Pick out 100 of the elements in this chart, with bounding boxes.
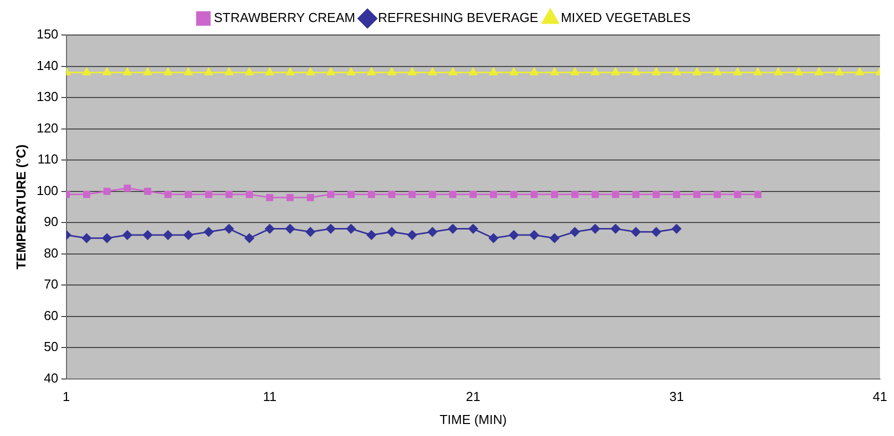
point (693, 190, 700, 198)
point (244, 233, 254, 243)
x-axis-title: TIME (MIN) (440, 412, 507, 427)
point (266, 194, 274, 202)
point (550, 233, 560, 243)
point (306, 68, 315, 76)
point (510, 68, 518, 76)
x-tick-label: 41 (872, 389, 888, 404)
point (611, 68, 620, 76)
point (285, 224, 295, 234)
point (266, 68, 274, 76)
point (286, 68, 294, 76)
y-tick-label: 90 (44, 214, 58, 230)
y-tick-label: 110 (38, 152, 58, 167)
point (794, 68, 803, 76)
y-tick-label: 60 (44, 308, 58, 323)
point (366, 230, 376, 240)
point (286, 194, 294, 202)
point (550, 190, 558, 198)
point (348, 190, 355, 198)
point (407, 230, 417, 240)
point (408, 68, 416, 76)
point (529, 230, 539, 240)
point (672, 224, 682, 234)
point (408, 190, 416, 198)
point (388, 68, 396, 76)
point (530, 190, 538, 198)
point (713, 68, 722, 76)
y-tick-label: 40 (44, 370, 58, 386)
legend-label: MIXED VEGETABLES (560, 10, 691, 26)
point (835, 68, 844, 76)
point (184, 68, 193, 76)
point (570, 68, 580, 76)
point (387, 227, 397, 237)
point (530, 68, 538, 76)
point (224, 68, 234, 76)
point (672, 68, 681, 76)
point (163, 230, 173, 240)
point (610, 224, 620, 234)
point (122, 230, 132, 240)
point (326, 224, 336, 234)
point (509, 230, 519, 240)
point (124, 184, 131, 192)
point (428, 68, 437, 76)
point (468, 68, 478, 76)
point (346, 224, 356, 234)
x-tick-label: 1 (62, 389, 70, 404)
point (164, 68, 172, 76)
point (368, 190, 376, 198)
point (224, 224, 234, 234)
point (754, 68, 762, 76)
y-tick-label: 120 (36, 120, 58, 136)
point (449, 190, 456, 198)
y-tick-label: 150 (36, 26, 58, 42)
point (631, 227, 641, 237)
y-tick-label: 130 (36, 89, 58, 104)
point (510, 190, 518, 198)
point (144, 188, 152, 195)
point (470, 190, 477, 198)
point (367, 68, 376, 76)
point (103, 188, 111, 195)
point (814, 68, 824, 76)
point (204, 68, 213, 76)
y-tick-label: 100 (36, 182, 58, 198)
point (590, 224, 600, 234)
point (428, 190, 436, 198)
point (306, 194, 314, 202)
point (82, 233, 92, 243)
point (82, 68, 91, 76)
y-tick-label: 70 (44, 276, 58, 292)
point (590, 68, 600, 76)
legend-label: REFRESHING BEVERAGE (378, 10, 539, 26)
point (306, 227, 316, 237)
point (714, 190, 721, 198)
point (652, 68, 660, 76)
x-tick-label: 31 (669, 389, 684, 404)
point (428, 227, 438, 237)
point (83, 190, 90, 198)
point (326, 68, 335, 76)
point (225, 190, 233, 198)
y-tick-label: 80 (44, 245, 58, 260)
point (632, 190, 640, 198)
point (672, 190, 680, 198)
point (855, 68, 864, 76)
y-axis-title: TEMPERATURE (°C) (13, 144, 28, 270)
y-tick-label: 140 (36, 58, 58, 73)
legend-label: STRAWBERRY CREAM (214, 10, 356, 26)
point (652, 190, 660, 198)
point (734, 190, 742, 198)
point (245, 68, 254, 76)
point (184, 230, 194, 240)
point (774, 68, 782, 76)
point (571, 190, 578, 198)
point (468, 224, 478, 234)
point (264, 224, 274, 234)
point (346, 68, 356, 76)
point (448, 224, 458, 234)
point (632, 68, 640, 76)
point (489, 68, 498, 76)
point (142, 230, 152, 240)
